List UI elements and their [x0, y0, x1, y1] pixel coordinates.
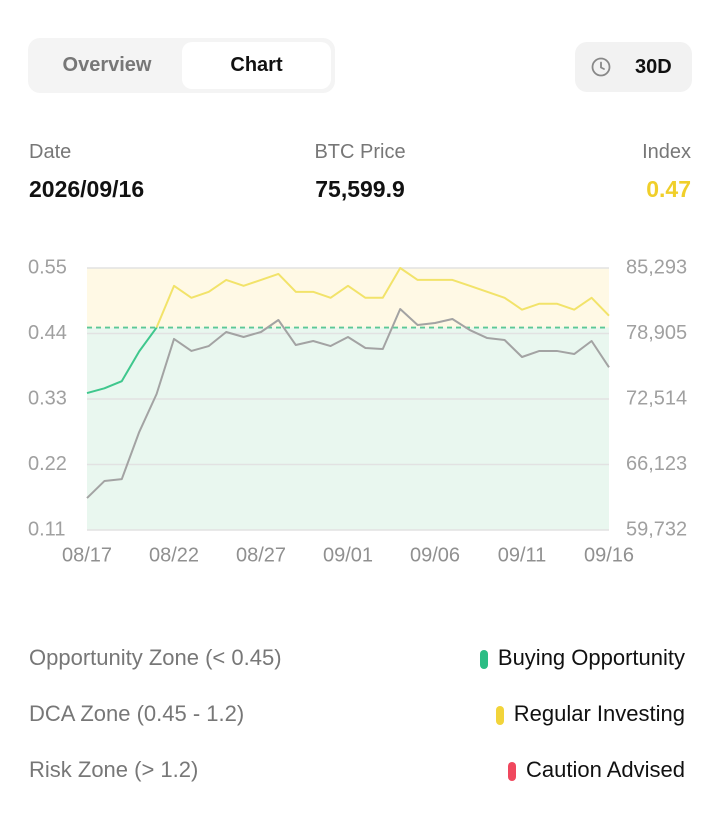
- y2-tick-label: 85,293: [626, 256, 687, 278]
- zone-marker: [495, 706, 504, 725]
- zone-range: DCA Zone (0.45 - 1.2): [29, 701, 245, 726]
- line: [86, 308, 610, 499]
- header-value: 75,599.9: [315, 176, 405, 202]
- y-tick-label: 0.22: [28, 453, 67, 475]
- zone-marker: [508, 762, 516, 781]
- zone-marker: [479, 650, 488, 669]
- zone-below: [87, 327, 609, 530]
- zone-label: Buying Opportunity: [497, 645, 685, 670]
- header-label: Index: [642, 141, 691, 163]
- header-value: 0.47: [646, 176, 691, 202]
- line: [86, 267, 610, 395]
- tab[interactable]: Overview: [62, 54, 152, 76]
- zone-range: Risk Zone (> 1.2): [29, 757, 199, 782]
- zone-label: Caution Advised: [526, 757, 685, 782]
- tab-selected[interactable]: Chart: [182, 42, 331, 89]
- y2-tick-label: 78,905: [626, 322, 687, 344]
- zone-range: Opportunity Zone (< 0.45): [29, 645, 282, 670]
- zone-label: Regular Investing: [513, 701, 685, 726]
- y-tick-label: 0.11: [28, 518, 65, 540]
- x-tick-label: 08/22: [149, 544, 199, 566]
- x-tick-label: 09/16: [584, 544, 634, 566]
- y-tick-label: 0.55: [28, 256, 67, 278]
- y-tick-label: 0.44: [28, 322, 67, 344]
- zone-row: DCA Zone (0.45 - 1.2) Regular Investing: [29, 701, 685, 731]
- range-button[interactable]: 30D: [575, 42, 692, 92]
- header-value: 2026/09/16: [29, 176, 145, 202]
- x-tick-label: 08/27: [236, 544, 286, 566]
- x-tick-label: 09/06: [410, 544, 460, 566]
- zone-row: Risk Zone (> 1.2) Caution Advised: [29, 757, 685, 787]
- x-tick-label: 08/17: [62, 544, 112, 566]
- y2-tick-label: 72,514: [626, 387, 687, 409]
- clock-icon: [591, 57, 611, 77]
- zone-above: [87, 268, 609, 328]
- y2-tick-label: 66,123: [626, 453, 687, 475]
- chart: 0.11 0.22 0.33 0.44 0.55 59,732 66,123 72,514 78…: [28, 256, 687, 566]
- y2-tick-label: 59,732: [626, 518, 687, 540]
- header-label: BTC Price: [314, 141, 406, 163]
- header-label: Date: [29, 141, 72, 163]
- tab-bar: Overview Chart: [28, 38, 335, 93]
- x-tick-label: 09/01: [323, 544, 373, 566]
- range-label: 30D: [635, 56, 672, 78]
- x-tick-label: 09/11: [498, 544, 547, 566]
- zone-row: Opportunity Zone (< 0.45) Buying Opportun…: [29, 645, 685, 675]
- y-tick-label: 0.33: [28, 387, 67, 409]
